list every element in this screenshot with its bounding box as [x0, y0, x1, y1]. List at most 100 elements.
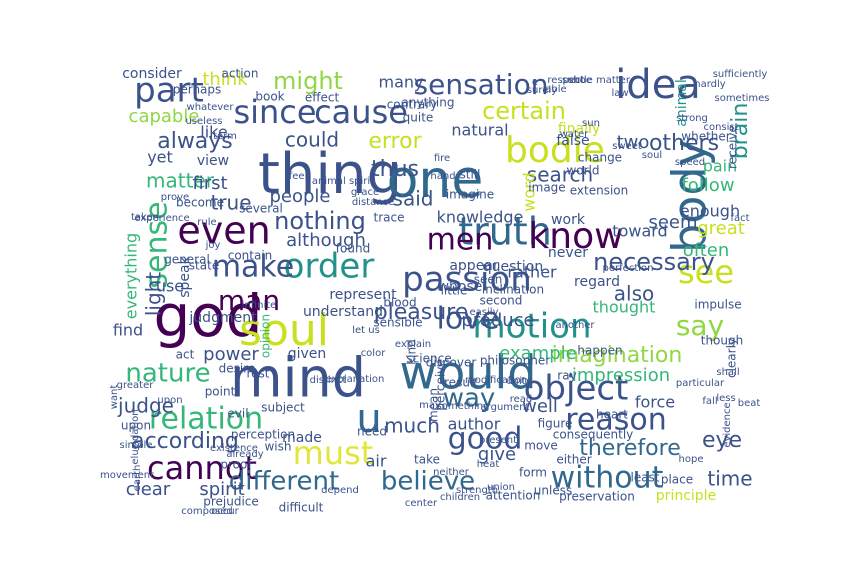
word-seen: seen: [474, 273, 503, 287]
word-philosopher: philosopher: [480, 354, 550, 368]
word-judge: judge: [117, 394, 174, 418]
word-much: much: [384, 414, 440, 438]
word-modification: modification: [465, 375, 527, 386]
word-feel: feel: [289, 171, 308, 182]
word-ray: ray: [557, 369, 576, 383]
word-cause: cause: [314, 93, 408, 131]
word-several: several: [239, 202, 283, 216]
word-question: question: [483, 259, 543, 275]
word-might: might: [273, 67, 343, 95]
word-opinion: opinion: [259, 314, 273, 358]
word-elucidation: elucidation: [130, 409, 141, 464]
word-greater: greater: [117, 380, 155, 391]
word-say: say: [676, 309, 724, 342]
word-know: know: [528, 216, 623, 257]
word-sweet: sweet: [612, 141, 642, 152]
word-taken: taken: [131, 212, 159, 223]
word-imagination: imagination: [552, 343, 683, 368]
word-sufficiently: sufficiently: [713, 69, 768, 80]
word-often: often: [683, 240, 730, 261]
word-power: power: [203, 344, 259, 365]
word-useless: useless: [185, 116, 222, 127]
word-find: find: [113, 321, 143, 340]
word-body: body: [663, 139, 717, 253]
word-hand: hand: [430, 171, 455, 182]
word-distance: distance: [352, 197, 394, 208]
word-discover: discover: [426, 356, 477, 370]
word-regard: regard: [574, 274, 620, 290]
word-man: man: [218, 284, 280, 317]
word-upon: upon: [121, 419, 151, 433]
word-particular: particular: [676, 378, 725, 389]
word-author: author: [448, 415, 501, 434]
word-act: act: [176, 348, 195, 362]
word-read: read: [510, 394, 533, 405]
word-found: found: [336, 242, 370, 256]
word-one: one: [387, 150, 484, 210]
word-fact: fact: [730, 213, 749, 224]
word-shall: shall: [716, 367, 739, 378]
word-finally: finally: [558, 121, 600, 137]
word-follow: follow: [681, 175, 734, 196]
word-first: first: [192, 173, 227, 194]
word-idea: idea: [615, 62, 701, 108]
word-preservation: preservation: [559, 490, 635, 504]
word-evil: evil: [227, 407, 248, 421]
word-science: science: [406, 352, 451, 366]
word-inclination: inclination: [482, 283, 544, 297]
word-difficult: difficult: [279, 501, 324, 515]
word-either: either: [556, 453, 591, 467]
word-brain: brain: [728, 103, 753, 160]
word-book: book: [255, 90, 284, 104]
word-according: according: [131, 429, 239, 454]
word-necessary: necessary: [593, 248, 715, 276]
word-general: general: [164, 253, 210, 267]
word-like: like: [200, 123, 227, 142]
word-receive: receive: [726, 125, 740, 169]
word-impulse: impulse: [694, 298, 741, 312]
word-never: never: [548, 245, 588, 261]
word-perceive: perceive: [434, 359, 448, 410]
word-time: time: [707, 467, 752, 491]
word-second: second: [480, 294, 523, 308]
word-use: use: [156, 277, 184, 296]
word-consist: consist: [703, 122, 738, 133]
word-speak: speak: [177, 255, 193, 297]
word-air: air: [366, 452, 387, 471]
word-good: good: [448, 422, 523, 457]
word-always: always: [157, 129, 233, 154]
word-rule: rule: [197, 217, 216, 228]
word-hardly: hardly: [694, 79, 726, 90]
word-judgment: judgment: [188, 310, 257, 326]
word-object: object: [524, 369, 629, 409]
word-prejudice: prejudice: [203, 495, 259, 509]
word-search: search: [527, 163, 593, 187]
word-see: see: [678, 253, 734, 291]
word-evidence: evidence: [722, 402, 733, 447]
word-color: color: [361, 348, 387, 359]
word-work: work: [551, 212, 586, 228]
word-rather: rather: [507, 263, 557, 282]
word-need: need: [357, 425, 387, 439]
word-may: may: [419, 400, 441, 411]
word-understand: understand: [303, 304, 383, 320]
word-part: part: [134, 71, 204, 111]
word-world: world: [566, 164, 599, 178]
word-although: although: [286, 230, 366, 251]
word-pleasure: pleasure: [374, 300, 469, 325]
word-believe: believe: [381, 467, 475, 497]
word-whether: whether: [681, 130, 730, 144]
word-form: form: [519, 466, 547, 480]
word-trace: trace: [374, 211, 405, 225]
word-sense: sense: [140, 201, 175, 288]
word-shoe: shoe: [568, 75, 592, 86]
word-everything: everything: [122, 233, 141, 319]
word-neither: neither: [433, 467, 470, 478]
word-children: children: [440, 492, 480, 503]
word-rest: rest: [246, 367, 269, 381]
word-union: union: [487, 482, 515, 493]
word-happen: happen: [577, 344, 622, 358]
word-perception: perception: [231, 428, 295, 442]
word-effect: effect: [305, 91, 340, 105]
